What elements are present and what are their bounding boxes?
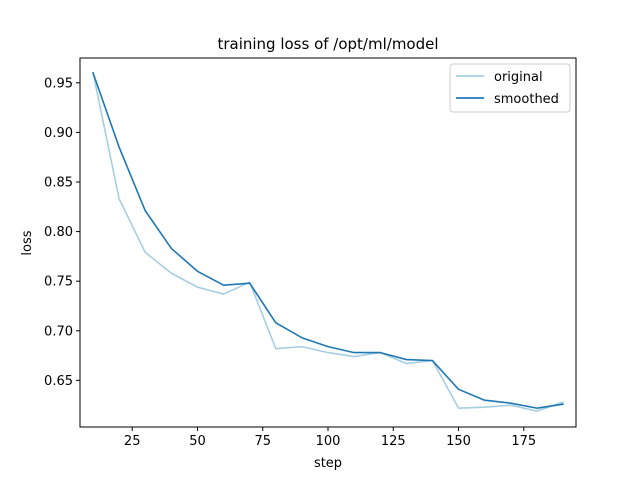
series-line-original: [92, 71, 564, 412]
x-tick-label: 125: [381, 434, 406, 449]
x-tick-label: 175: [511, 434, 536, 449]
y-tick-label: 0.85: [44, 175, 73, 190]
x-axis: 25 50 75 100 125 150 175: [124, 427, 536, 449]
x-tick-label: 50: [189, 434, 206, 449]
y-tick-label: 0.70: [44, 324, 73, 339]
y-tick-label: 0.90: [44, 126, 73, 141]
chart-title: training loss of /opt/ml/model: [217, 35, 438, 53]
y-tick-label: 0.95: [44, 76, 73, 91]
x-axis-title: step: [314, 456, 342, 471]
y-tick-label: 0.80: [44, 225, 73, 240]
plot-area: [79, 57, 577, 428]
y-tick-label: 0.65: [44, 374, 73, 389]
legend-label-smoothed: smoothed: [494, 92, 559, 107]
x-tick-label: 75: [254, 434, 271, 449]
y-tick-label: 0.75: [44, 275, 73, 290]
series-line-smoothed: [92, 71, 564, 409]
legend: original smoothed: [449, 63, 571, 113]
legend-label-original: original: [494, 70, 543, 85]
y-axis-title: loss: [20, 230, 35, 255]
series-lines: [92, 71, 564, 412]
x-tick-label: 150: [446, 434, 471, 449]
x-tick-label: 100: [316, 434, 341, 449]
y-axis: 0.65 0.70 0.75 0.80 0.85 0.90 0.95: [44, 76, 80, 389]
x-tick-label: 25: [124, 434, 141, 449]
